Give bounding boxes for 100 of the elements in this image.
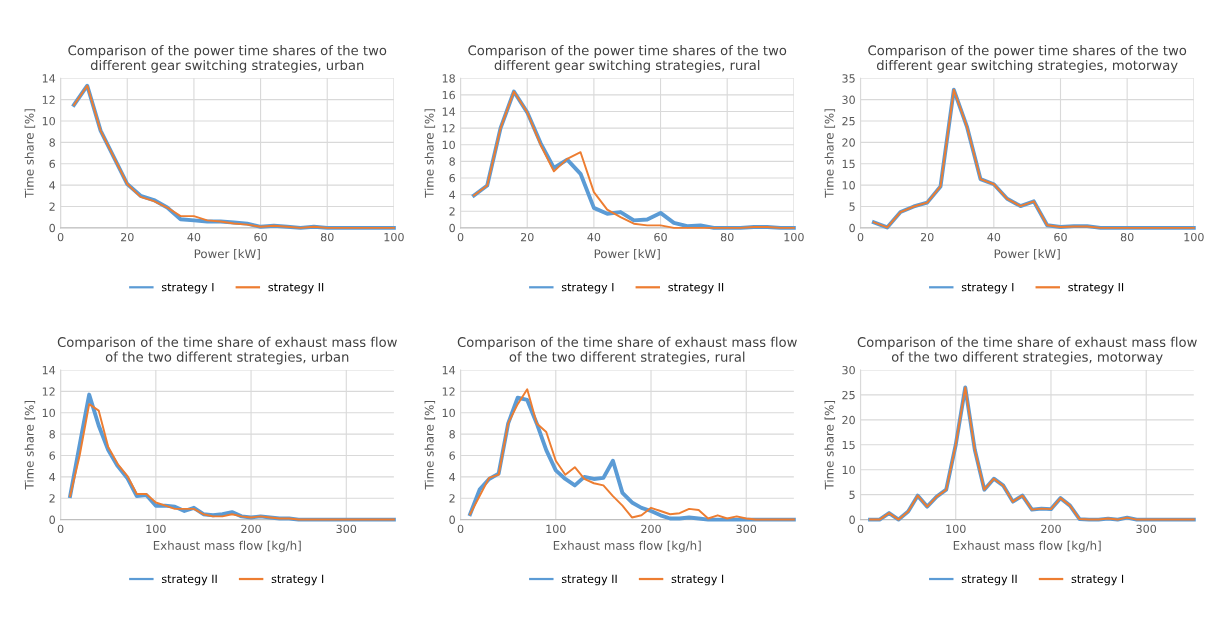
y-tick-label: 16 <box>442 90 455 100</box>
y-axis-title: Time share [%] <box>424 401 436 490</box>
y-tick-label: 5 <box>849 490 855 500</box>
y-tick-label: 0 <box>49 515 55 524</box>
legend-label: strategy II <box>268 283 324 294</box>
chart-title: Comparison of the power time shares of the two different gear switching strategies, motorway <box>868 45 1187 73</box>
y-tick-label: 4 <box>49 181 56 190</box>
x-tick-label: 0 <box>57 524 64 534</box>
chart-title: Comparison of the power time shares of the two different gear switching strategies, urban <box>68 45 387 73</box>
x-tick-label: 80 <box>1120 232 1134 242</box>
y-tick-label: 25 <box>842 390 855 400</box>
x-tick-label: 60 <box>254 232 267 242</box>
y-tick-label: 2 <box>449 494 455 503</box>
x-tick-label: 40 <box>187 232 201 242</box>
y-tick-label: 14 <box>442 107 456 116</box>
y-axis-title: Time share [%] <box>824 401 836 490</box>
x-tick-label: 300 <box>336 524 357 534</box>
x-axis-title: Exhaust mass flow [kg/h] <box>153 540 301 553</box>
y-tick-label: 0 <box>49 223 55 233</box>
legend-label: strategy I <box>961 283 1014 294</box>
legend-label: strategy I <box>561 283 614 294</box>
x-axis-title: Power [kW] <box>194 249 260 260</box>
y-tick-label: 0 <box>449 223 455 233</box>
y-tick-label: 14 <box>442 366 456 375</box>
y-tick-label: 6 <box>49 159 56 169</box>
y-tick-label: 8 <box>449 430 455 439</box>
x-tick-label: 80 <box>320 232 334 242</box>
y-tick-label: 2 <box>49 494 55 503</box>
y-tick-label: 6 <box>449 451 455 460</box>
legend-label: strategy I <box>671 574 724 586</box>
y-tick-label: 0 <box>849 223 855 233</box>
y-tick-label: 6 <box>49 451 56 460</box>
y-tick-label: 12 <box>442 387 455 396</box>
y-tick-label: 12 <box>42 387 55 396</box>
y-tick-label: 8 <box>49 138 55 147</box>
x-axis-title: Power [kW] <box>594 249 660 260</box>
x-tick-label: 100 <box>1184 232 1204 242</box>
x-axis-title: Exhaust mass flow [kg/h] <box>553 540 701 553</box>
y-tick-label: 10 <box>842 465 855 475</box>
y-tick-label: 8 <box>449 157 455 166</box>
y-tick-label: 25 <box>842 116 855 126</box>
x-tick-label: 100 <box>384 232 404 242</box>
x-tick-label: 60 <box>1054 232 1067 242</box>
x-axis-title: Exhaust mass flow [kg/h] <box>953 540 1101 553</box>
y-tick-label: 15 <box>842 159 855 169</box>
x-tick-label: 100 <box>146 524 166 534</box>
y-axis-title: Time share [%] <box>824 109 836 198</box>
y-tick-label: 2 <box>49 202 55 211</box>
y-axis-title: Time share [%] <box>24 401 36 490</box>
x-axis-title: Power [kW] <box>994 249 1060 260</box>
legend-label: strategy I <box>1071 574 1124 586</box>
y-tick-label: 4 <box>449 472 456 482</box>
y-tick-label: 0 <box>449 515 455 524</box>
x-tick-label: 0 <box>57 232 64 242</box>
y-axis-title: Time share [%] <box>24 109 36 198</box>
chart-title: Comparison of the time share of exhaust mass flow of the two different strategies, rural <box>457 336 797 365</box>
y-tick-label: 4 <box>449 190 456 199</box>
legend-label: strategy I <box>161 283 214 294</box>
x-tick-label: 300 <box>736 524 757 534</box>
x-tick-label: 300 <box>1136 524 1157 534</box>
y-tick-label: 10 <box>442 408 455 418</box>
chart-title: Comparison of the time share of exhaust mass flow of the two different strategies, urban <box>57 336 397 365</box>
y-tick-label: 35 <box>842 74 855 83</box>
x-tick-label: 60 <box>654 232 667 242</box>
x-tick-label: 0 <box>857 524 864 534</box>
y-tick-label: 10 <box>442 140 455 150</box>
x-tick-label: 200 <box>241 524 261 534</box>
y-tick-label: 5 <box>849 202 855 211</box>
x-tick-label: 20 <box>121 232 134 242</box>
x-tick-label: 100 <box>546 524 566 534</box>
x-tick-label: 200 <box>641 524 661 534</box>
x-tick-label: 40 <box>587 232 601 242</box>
x-tick-label: 20 <box>920 232 934 242</box>
x-tick-label: 80 <box>720 232 734 242</box>
y-tick-label: 8 <box>49 430 55 439</box>
x-tick-label: 200 <box>1041 524 1061 534</box>
y-tick-label: 14 <box>42 74 56 83</box>
legend-label: strategy I <box>271 574 324 586</box>
y-tick-label: 6 <box>449 173 455 183</box>
y-tick-label: 30 <box>842 365 855 375</box>
y-tick-label: 20 <box>842 138 855 147</box>
legend-label: strategy II <box>961 574 1017 586</box>
y-tick-label: 0 <box>849 515 855 524</box>
x-tick-label: 0 <box>457 524 464 534</box>
y-tick-label: 10 <box>42 408 55 418</box>
y-tick-label: 10 <box>42 116 55 126</box>
legend-label: strategy II <box>561 574 617 586</box>
y-tick-label: 4 <box>49 472 56 482</box>
y-tick-label: 12 <box>442 124 455 133</box>
legend-label: strategy II <box>1068 283 1124 294</box>
y-tick-label: 2 <box>449 207 455 216</box>
legend-label: strategy II <box>668 283 724 294</box>
y-tick-label: 12 <box>42 95 55 104</box>
chart-title: Comparison of the time share of exhaust mass flow of the two different strategies, motorway <box>857 336 1197 365</box>
legend-label: strategy II <box>161 574 217 586</box>
y-tick-label: 15 <box>842 440 855 450</box>
x-tick-label: 0 <box>857 232 864 242</box>
x-tick-label: 0 <box>457 232 464 242</box>
x-tick-label: 100 <box>946 524 966 534</box>
x-tick-label: 40 <box>987 232 1001 242</box>
